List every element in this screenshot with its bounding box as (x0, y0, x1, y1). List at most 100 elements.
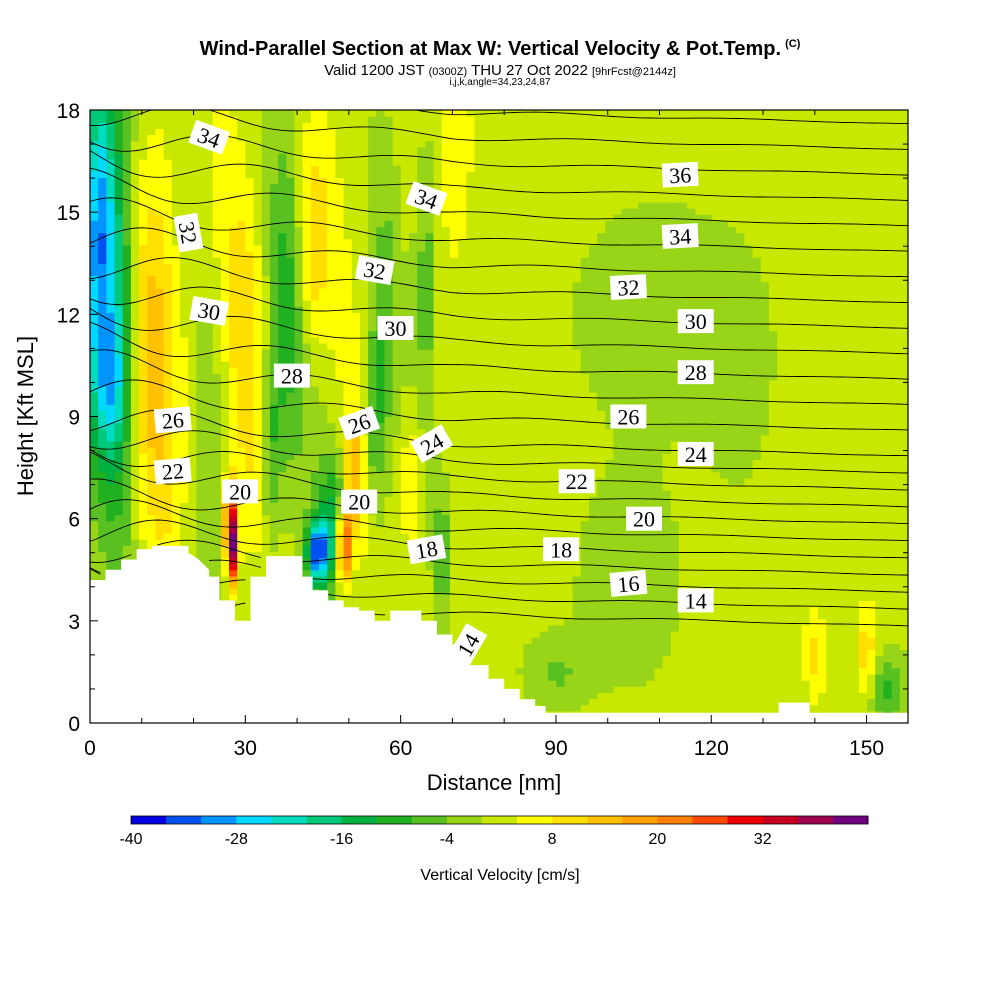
velocity-cell (310, 526, 320, 534)
velocity-cell (425, 177, 435, 185)
velocity-cell (310, 447, 320, 454)
velocity-cell (261, 263, 271, 270)
velocity-cell (466, 582, 476, 589)
velocity-cell (392, 171, 402, 179)
velocity-cell (106, 434, 116, 442)
velocity-cell (278, 465, 287, 473)
velocity-cell (302, 557, 312, 565)
velocity-cell (490, 496, 500, 503)
velocity-cell (294, 459, 304, 467)
velocity-cell (106, 483, 116, 491)
velocity-cell (327, 287, 336, 295)
velocity-cell (130, 275, 140, 283)
velocity-cell (310, 220, 320, 228)
velocity-cell (130, 477, 140, 485)
velocity-cell (269, 391, 279, 399)
velocity-cell (139, 361, 148, 369)
velocity-cell (417, 146, 426, 154)
velocity-cell (139, 385, 148, 393)
velocity-cell (237, 195, 247, 203)
velocity-cell (482, 152, 492, 160)
velocity-cell (278, 441, 287, 448)
velocity-cell (449, 453, 459, 461)
velocity-cell (179, 367, 189, 375)
velocity-cell (245, 569, 255, 577)
velocity-cell (359, 201, 369, 209)
velocity-cell (433, 318, 443, 326)
velocity-cell (368, 453, 377, 461)
velocity-cell (474, 655, 484, 663)
velocity-cell (458, 244, 467, 252)
velocity-cell (163, 441, 173, 448)
velocity-cell (466, 557, 476, 565)
velocity-cell (269, 226, 279, 234)
velocity-cell (392, 391, 402, 399)
velocity-cell (351, 263, 361, 270)
velocity-cell (122, 391, 132, 399)
velocity-cell (106, 496, 116, 503)
velocity-cell (310, 312, 320, 320)
velocity-cell (229, 379, 238, 387)
velocity-cell (155, 183, 165, 191)
velocity-cell (106, 367, 116, 375)
velocity-cell (294, 496, 304, 503)
velocity-cell (384, 134, 394, 142)
velocity-cell (449, 330, 459, 338)
velocity-cell (212, 477, 222, 485)
chart-title-units: (C) (785, 38, 801, 51)
velocity-cell (368, 367, 377, 375)
velocity-cell (319, 453, 328, 461)
velocity-cell (179, 514, 189, 522)
velocity-cell (433, 526, 443, 534)
velocity-cell (327, 582, 336, 589)
velocity-cell (106, 398, 116, 405)
velocity-cell (261, 152, 271, 160)
velocity-cell (392, 385, 402, 393)
velocity-cell (147, 416, 157, 424)
velocity-cell (278, 110, 287, 117)
velocity-cell (441, 410, 451, 418)
velocity-cell (441, 490, 451, 497)
velocity-cell (212, 557, 222, 565)
velocity-cell (327, 532, 336, 540)
velocity-cell (359, 355, 369, 362)
velocity-cell (482, 422, 492, 430)
velocity-cell (482, 496, 492, 503)
velocity-cell (204, 330, 214, 338)
velocity-cell (90, 146, 99, 154)
velocity-cell (417, 220, 426, 228)
velocity-cell (327, 496, 336, 503)
velocity-cell (269, 465, 279, 473)
velocity-cell (441, 238, 451, 246)
velocity-cell (384, 379, 394, 387)
velocity-cell (98, 318, 107, 326)
velocity-cell (253, 459, 263, 467)
velocity-cell (319, 557, 328, 565)
velocity-cell (466, 220, 476, 228)
velocity-cell (343, 300, 353, 307)
velocity-cell (155, 434, 165, 442)
velocity-cell (220, 171, 230, 179)
velocity-cell (278, 269, 287, 277)
velocity-cell (466, 532, 476, 540)
velocity-cell (343, 318, 353, 326)
velocity-cell (229, 569, 238, 577)
velocity-cell (147, 330, 157, 338)
velocity-cell (376, 159, 386, 166)
velocity-cell (449, 342, 459, 350)
velocity-cell (204, 557, 214, 565)
velocity-cell (237, 532, 247, 540)
velocity-cell (139, 214, 148, 221)
velocity-cell (90, 465, 99, 473)
velocity-cell (269, 441, 279, 448)
velocity-cell (327, 281, 336, 289)
velocity-cell (278, 526, 287, 534)
velocity-cell (466, 330, 476, 338)
velocity-cell (204, 342, 214, 350)
velocity-cell (204, 422, 214, 430)
velocity-cell (376, 379, 386, 387)
velocity-cell (171, 349, 181, 356)
velocity-cell (319, 110, 328, 117)
velocity-cell (368, 575, 377, 583)
velocity-cell (245, 287, 255, 295)
